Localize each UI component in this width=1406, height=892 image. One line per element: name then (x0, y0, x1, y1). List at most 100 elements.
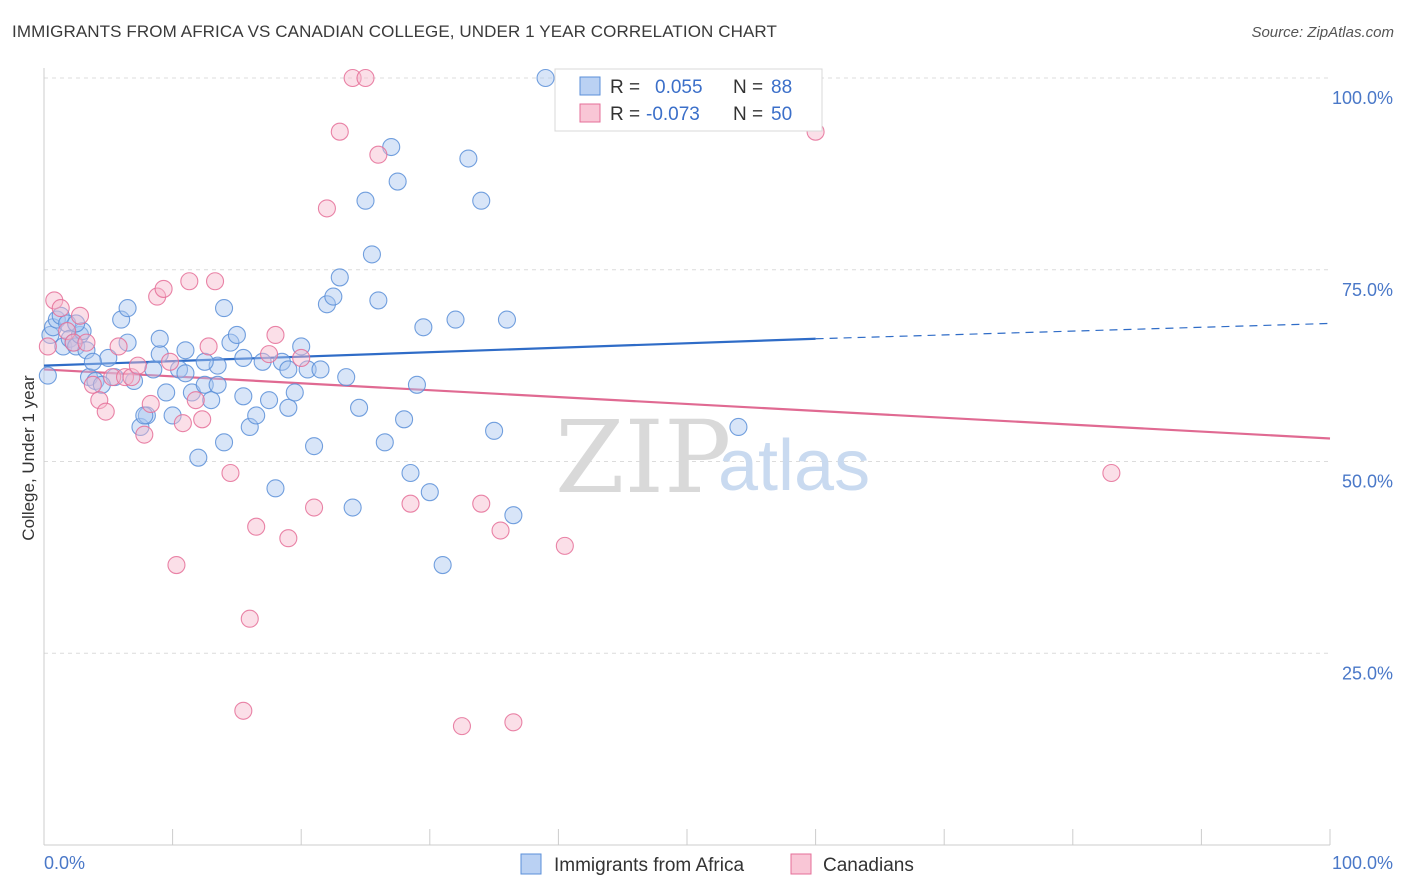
point-africa (285, 383, 304, 402)
point-africa (234, 387, 253, 406)
point-canadians (555, 536, 574, 555)
point-canadians (491, 521, 510, 540)
point-africa (446, 310, 465, 329)
legend-box: R = 0.055 N = 88 R = -0.073 N = 50 (554, 68, 823, 132)
point-canadians (199, 337, 218, 356)
y-axis-label: College, Under 1 year (19, 375, 38, 541)
point-canadians (51, 299, 70, 318)
point-canadians (128, 356, 147, 375)
legend-r-value-2: -0.073 (646, 104, 700, 125)
point-canadians (356, 68, 375, 88)
point-canadians (330, 122, 349, 141)
point-africa (472, 191, 491, 210)
legend-n-label-1: N = (733, 77, 763, 98)
point-canadians (317, 199, 336, 218)
y-tick-label: 25.0% (1342, 663, 1393, 683)
y-tick-label: 75.0% (1342, 280, 1393, 300)
point-canadians (369, 145, 388, 164)
point-canadians (234, 701, 253, 720)
legend-n-label-2: N = (733, 104, 763, 125)
point-canadians (77, 333, 96, 352)
point-africa (118, 333, 137, 352)
point-canadians (160, 352, 180, 371)
point-canadians (103, 368, 122, 387)
point-africa (259, 391, 279, 410)
point-africa (433, 555, 452, 575)
watermark-zip: ZIP (555, 399, 731, 516)
grid-lines (44, 77, 1330, 654)
point-africa (112, 310, 131, 329)
point-africa (214, 299, 234, 318)
data-points (38, 68, 1121, 736)
point-africa (163, 406, 182, 425)
point-africa (337, 368, 356, 387)
point-canadians (109, 337, 128, 356)
legend-swatch-canadians (579, 103, 601, 123)
point-africa (305, 437, 324, 456)
legend-n-value-2: 50 (771, 104, 792, 125)
bottom-legend-label-africa: Immigrants from Africa (554, 855, 744, 876)
point-canadians (305, 498, 324, 517)
point-canadians (45, 291, 64, 310)
point-africa (362, 245, 381, 264)
point-canadians (173, 414, 192, 433)
point-canadians (221, 463, 240, 483)
point-canadians (193, 410, 212, 429)
trend-lines (43, 322, 1331, 440)
point-africa (195, 375, 214, 394)
point-canadians (122, 368, 141, 387)
axes (43, 68, 1331, 846)
point-africa (189, 448, 208, 467)
point-canadians (141, 394, 160, 414)
point-africa (214, 433, 234, 452)
point-africa (51, 306, 70, 325)
point-africa (135, 406, 154, 425)
point-africa (497, 310, 517, 329)
y-tick-label: 50.0% (1342, 472, 1393, 492)
point-africa (38, 366, 57, 385)
trend-line-canadians (43, 368, 1331, 440)
point-africa (485, 421, 504, 440)
point-canadians (343, 68, 362, 88)
bottom-legend-label-canadians: Canadians (823, 855, 914, 876)
point-africa (221, 333, 240, 352)
point-africa (266, 479, 285, 498)
point-africa (324, 287, 343, 306)
point-africa (144, 360, 163, 379)
point-canadians (115, 368, 135, 387)
point-africa (247, 406, 266, 425)
point-canadians (96, 402, 115, 421)
point-africa (83, 352, 102, 371)
point-canadians (38, 337, 57, 356)
y-tick-labels: 25.0% 50.0% 75.0% 100.0% (1332, 88, 1393, 683)
point-africa (729, 417, 748, 437)
point-africa (176, 341, 195, 360)
point-africa (350, 398, 369, 417)
point-africa (414, 318, 433, 337)
point-africa (150, 329, 169, 348)
point-canadians (452, 717, 472, 736)
point-canadians (292, 348, 311, 368)
point-canadians (58, 322, 77, 341)
legend-n-value-1: 88 (771, 77, 792, 98)
point-africa (311, 360, 330, 379)
point-africa (395, 410, 414, 429)
point-africa (279, 360, 298, 379)
point-africa (54, 337, 73, 356)
point-africa (504, 506, 523, 525)
point-africa (253, 352, 272, 371)
point-africa (369, 291, 388, 310)
point-canadians (240, 609, 259, 628)
point-africa (375, 433, 394, 452)
bottom-legend-swatch-canadians (790, 853, 812, 875)
point-africa (536, 68, 555, 88)
point-africa (343, 498, 362, 517)
point-canadians (259, 345, 279, 364)
point-africa (150, 345, 169, 364)
legend-r-value-1: 0.055 (655, 77, 703, 98)
point-africa (240, 417, 259, 437)
point-canadians (64, 333, 83, 352)
point-canadians (90, 391, 109, 410)
point-africa (459, 149, 478, 168)
point-canadians (247, 517, 266, 536)
